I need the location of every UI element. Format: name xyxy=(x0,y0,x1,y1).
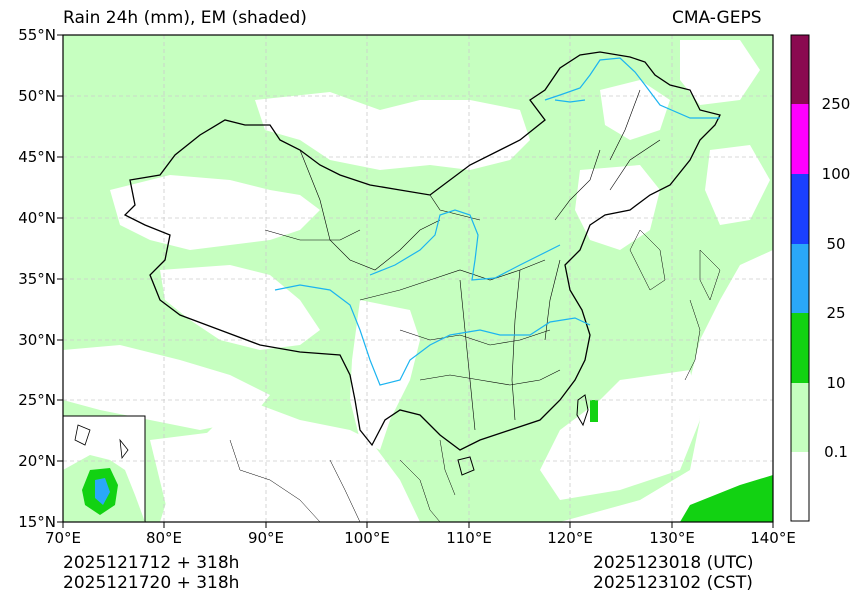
china-border xyxy=(123,51,721,451)
colorbar-swatch-1 xyxy=(791,383,809,452)
colorbar-label-10: 10 xyxy=(826,374,846,392)
lon-tick-70: 70°E xyxy=(44,529,82,547)
colorbar-swatch-6 xyxy=(791,35,809,104)
init-time-utc: 2025121712 + 318h xyxy=(63,553,240,573)
colorbar-label-25: 25 xyxy=(826,304,846,322)
no-rain-areas xyxy=(63,40,773,522)
model-name: CMA-GEPS xyxy=(672,8,762,28)
lat-tick-45: 45°N xyxy=(18,148,56,166)
lat-tick-30: 30°N xyxy=(18,331,56,349)
valid-time-cst: 2025123102 (CST) xyxy=(593,573,753,593)
colorbar-label-100: 100 xyxy=(821,165,851,183)
colorbar-label-250: 250 xyxy=(821,95,851,113)
lon-tick-140: 140°E xyxy=(750,529,796,547)
lat-tick-35: 35°N xyxy=(18,270,56,288)
rivers xyxy=(274,57,720,386)
colorbar-swatch-4 xyxy=(791,174,809,244)
hainan-outline xyxy=(457,456,475,476)
colorbar-swatch-3 xyxy=(791,244,809,313)
colorbar-label-50: 50 xyxy=(826,235,846,253)
lat-tick-55: 55°N xyxy=(18,26,56,44)
colorbar-swatch-2 xyxy=(791,313,809,383)
init-time-cst: 2025121720 + 318h xyxy=(63,573,240,593)
lon-tick-110: 110°E xyxy=(446,529,492,547)
heavy-rain-taiwan xyxy=(590,400,598,422)
lon-tick-80: 80°E xyxy=(145,529,183,547)
heavy-rain-southeast xyxy=(680,475,773,522)
lon-tick-100: 100°E xyxy=(344,529,390,547)
lon-tick-120: 120°E xyxy=(547,529,593,547)
map-title: Rain 24h (mm), EM (shaded) xyxy=(63,8,307,28)
province-borders xyxy=(264,89,661,431)
lat-tick-25: 25°N xyxy=(18,391,56,409)
lat-tick-20: 20°N xyxy=(18,452,56,470)
neighbor-borders xyxy=(229,229,721,523)
colorbar-label-0.1: 0.1 xyxy=(824,443,848,461)
lat-tick-40: 40°N xyxy=(18,209,56,227)
lat-tick-50: 50°N xyxy=(18,87,56,105)
lat-tick-15: 15°N xyxy=(18,513,56,531)
valid-time-block: 2025123018 (UTC) 2025123102 (CST) xyxy=(593,553,754,593)
taiwan-outline xyxy=(576,394,589,427)
lon-tick-130: 130°E xyxy=(649,529,695,547)
valid-time-utc: 2025123018 (UTC) xyxy=(593,553,754,573)
colorbar xyxy=(790,34,810,522)
lon-tick-90: 90°E xyxy=(247,529,285,547)
axis-ticks xyxy=(57,34,774,528)
colorbar-swatch-0 xyxy=(791,452,809,521)
colorbar-swatch-5 xyxy=(791,104,809,174)
south-china-sea-inset xyxy=(62,415,146,523)
gridlines xyxy=(63,35,773,522)
init-time-block: 2025121712 + 318h 2025121720 + 318h xyxy=(63,553,239,593)
